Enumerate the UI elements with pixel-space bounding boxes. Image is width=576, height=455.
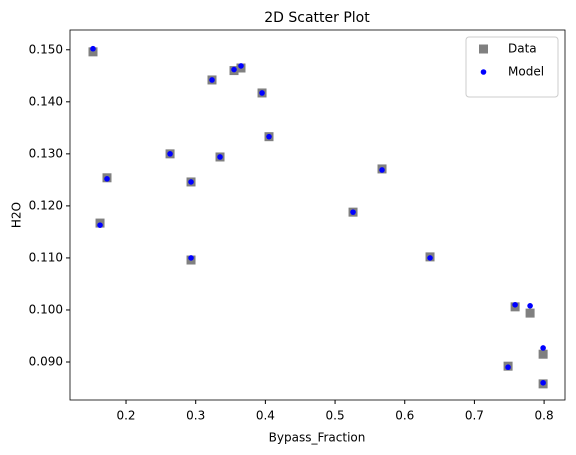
data-point — [540, 345, 546, 351]
x-tick-label: 0.3 — [186, 409, 205, 423]
x-tick-label: 0.8 — [535, 409, 554, 423]
data-point — [217, 154, 223, 160]
x-tick-label: 0.4 — [256, 409, 275, 423]
legend-box — [465, 36, 559, 98]
x-tick-label: 0.2 — [116, 409, 135, 423]
x-tick-label: 0.5 — [326, 409, 345, 423]
data-point — [104, 176, 110, 182]
y-tick-label: 0.130 — [29, 146, 63, 160]
data-point — [88, 47, 98, 57]
y-tick-label: 0.140 — [29, 94, 63, 108]
data-point — [266, 133, 272, 140]
data-point — [525, 308, 535, 318]
data-point — [238, 63, 244, 69]
data-point — [512, 301, 518, 308]
data-point — [90, 45, 96, 52]
data-point — [379, 167, 385, 173]
y-tick-label: 0.120 — [29, 198, 63, 212]
legend-label: Data — [508, 42, 537, 56]
data-point — [188, 179, 194, 185]
legend-marker — [480, 69, 487, 75]
legend-marker — [479, 44, 488, 54]
y-tick-label: 0.100 — [29, 302, 63, 316]
data-point — [259, 90, 265, 96]
data-point — [540, 380, 546, 386]
data-point — [427, 255, 433, 261]
data-point — [97, 222, 103, 228]
chart-title: 2D Scatter Plot — [264, 10, 370, 26]
x-axis-label: Bypass_Fraction — [269, 431, 366, 445]
y-tick-label: 0.090 — [29, 355, 63, 369]
x-tick-label: 0.7 — [465, 409, 484, 423]
legend-label: Model — [508, 65, 544, 79]
data-point — [350, 209, 356, 215]
x-tick-label: 0.6 — [395, 409, 414, 423]
data-point — [538, 349, 548, 359]
y-tick-label: 0.150 — [29, 42, 63, 56]
data-point — [231, 66, 237, 73]
data-point — [209, 77, 215, 83]
y-tick-label: 0.110 — [29, 250, 63, 264]
data-point — [167, 151, 173, 157]
y-axis-label: H2O — [10, 202, 24, 228]
plot-frame — [69, 29, 566, 401]
data-point — [527, 303, 533, 309]
data-point — [188, 255, 194, 261]
data-point — [505, 364, 511, 371]
